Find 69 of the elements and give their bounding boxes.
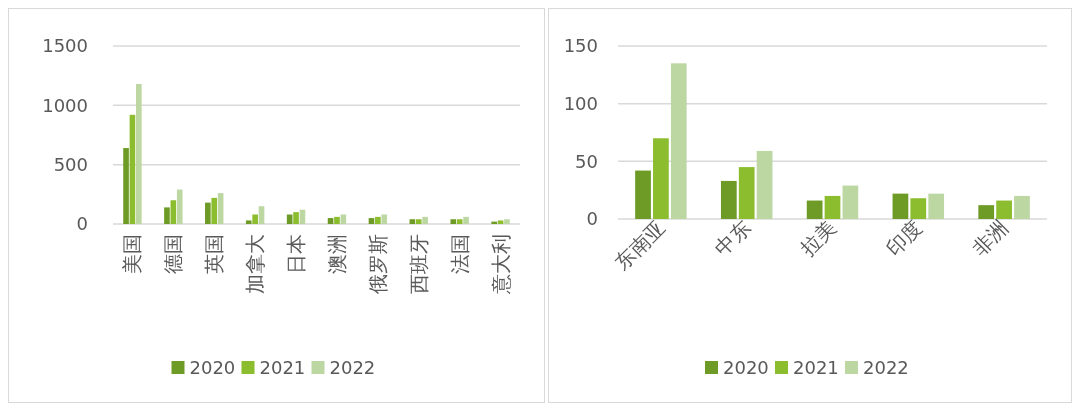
x-tick-label: 意大利 [488, 234, 513, 295]
bar [504, 219, 510, 224]
y-tick-label: 1500 [42, 35, 88, 57]
x-tick-label: 加拿大 [243, 234, 268, 294]
x-tick-label: 俄罗斯 [365, 234, 390, 294]
legend-label: 2022 [329, 357, 376, 379]
x-tick-label: 法国 [447, 234, 472, 274]
legend-label: 2022 [863, 357, 909, 379]
bar [415, 219, 422, 224]
x-tick-label: 美国 [120, 234, 145, 274]
x-tick-label: 德国 [161, 234, 186, 274]
bar [381, 214, 388, 224]
bar [164, 207, 170, 224]
x-tick-label: 非洲 [967, 215, 1013, 261]
bar [806, 200, 823, 219]
x-tick-label: 东南亚 [610, 215, 670, 275]
x-tick-label: 澳洲 [324, 234, 349, 274]
bar [211, 197, 218, 224]
bar [491, 221, 497, 224]
bar [123, 148, 129, 224]
bar [205, 202, 211, 224]
legend-label: 2021 [259, 357, 306, 379]
bar [170, 200, 177, 224]
bar [176, 189, 183, 224]
bar [978, 205, 995, 219]
bar [996, 200, 1012, 219]
bar [670, 63, 687, 219]
bar [422, 216, 428, 224]
y-tick-label: 0 [586, 208, 598, 230]
bar [252, 214, 258, 224]
bar [756, 150, 773, 219]
bar [463, 216, 469, 224]
bar [136, 83, 142, 224]
x-tick-label: 英国 [202, 234, 227, 274]
y-tick-label: 500 [53, 153, 88, 175]
legend-label: 2021 [793, 357, 839, 379]
bar [1014, 195, 1030, 219]
y-tick-label: 100 [563, 92, 598, 114]
bar [910, 198, 927, 219]
bar [258, 206, 265, 224]
legend-label: 2020 [189, 357, 236, 379]
legend-label: 2020 [723, 357, 769, 379]
bar [842, 185, 859, 219]
y-tick-label: 0 [76, 213, 88, 235]
bar [928, 193, 945, 219]
x-tick-label: 中东 [709, 215, 756, 261]
bar [720, 180, 737, 219]
x-tick-label: 西班牙 [406, 234, 431, 294]
bar [738, 167, 755, 219]
bar [456, 219, 463, 224]
x-tick-label: 拉美 [795, 215, 842, 261]
y-tick-label: 50 [575, 150, 598, 172]
y-tick-label: 1000 [42, 94, 88, 116]
bar [653, 138, 669, 219]
bar [409, 219, 416, 224]
bar [334, 216, 340, 224]
bar [293, 212, 299, 224]
bar [327, 218, 334, 224]
bar [375, 216, 381, 224]
y-tick-label: 150 [563, 35, 598, 57]
x-tick-label: 印度 [881, 215, 927, 261]
bar [635, 170, 651, 219]
x-tick-label: 日本 [284, 234, 309, 274]
bar [824, 195, 841, 219]
bar [892, 193, 909, 219]
bar [368, 218, 375, 224]
bar [497, 220, 504, 224]
bar [450, 219, 457, 224]
bar [245, 220, 252, 224]
